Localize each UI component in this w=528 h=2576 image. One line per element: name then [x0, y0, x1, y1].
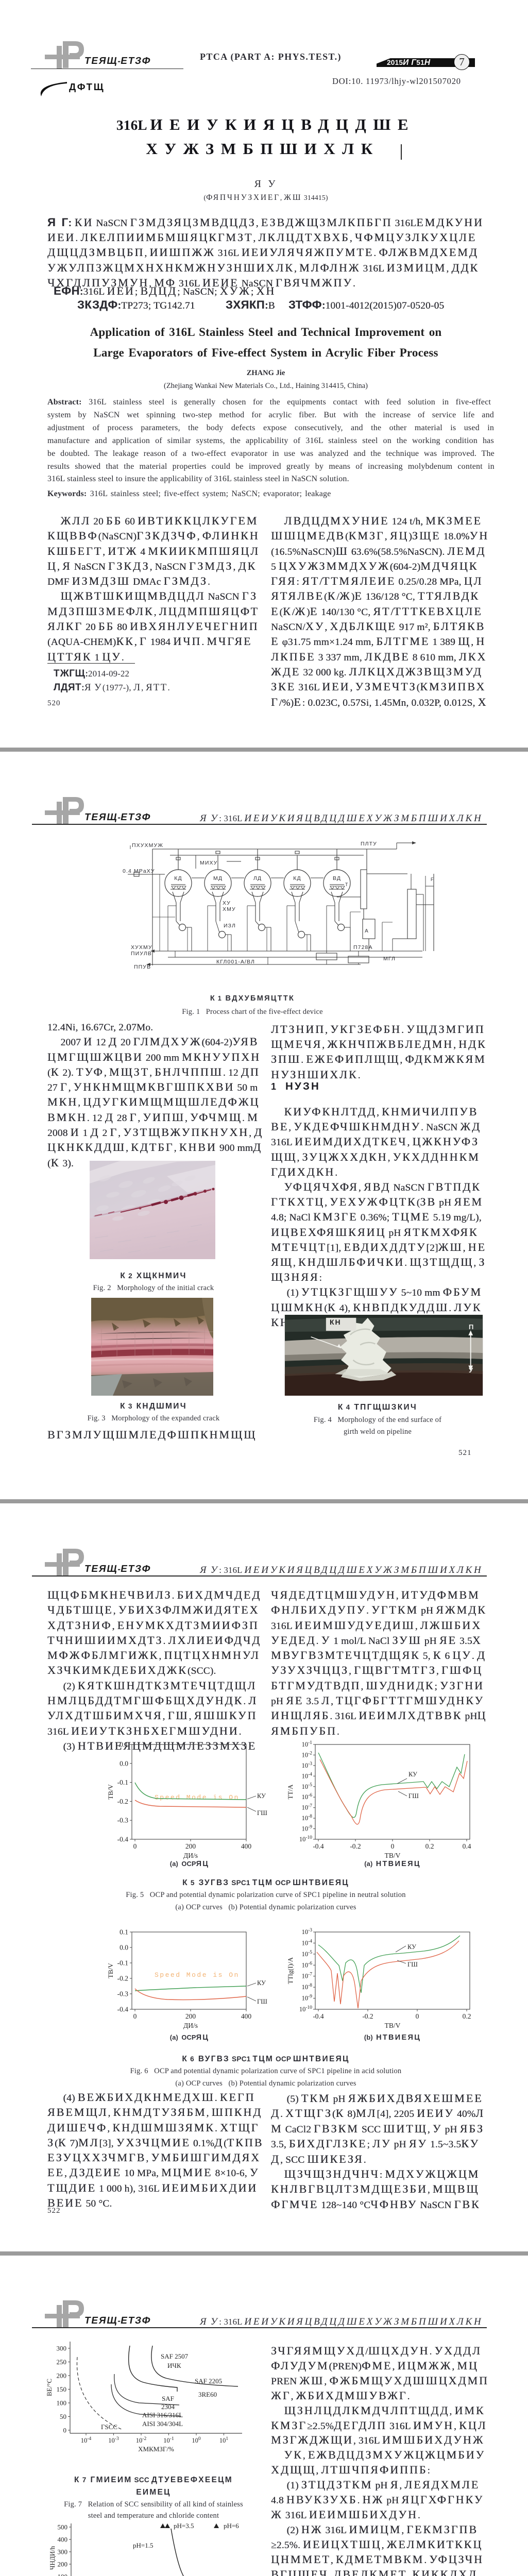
svg-text:100: 100 — [58, 2573, 68, 2576]
svg-text:-0.2: -0.2 — [117, 1798, 128, 1805]
svg-text:0.1: 0.1 — [120, 1741, 128, 1749]
svg-text:МИХУ: МИХУ — [200, 860, 217, 866]
svg-text:ГШ: ГШ — [408, 1792, 419, 1800]
svg-text:ИЗЛ: ИЗЛ — [224, 923, 236, 929]
svg-text:0.0: 0.0 — [120, 1759, 128, 1767]
svg-text:F: F — [431, 877, 434, 882]
svg-text:ТВ/V: ТВ/V — [385, 2022, 401, 2029]
svg-text:ТТlg(I)/A: ТТlg(I)/A — [286, 1957, 294, 1984]
svg-text:ТТ/A: ТТ/A — [286, 1784, 294, 1799]
svg-text:0: 0 — [133, 2012, 137, 2020]
svg-text:ПХУХМУЖ: ПХУХМУЖ — [132, 842, 163, 849]
svg-text:300: 300 — [57, 2345, 67, 2352]
svg-text:МД: МД — [213, 875, 223, 882]
svg-text:SAF 2507: SAF 2507 — [161, 2352, 189, 2360]
svg-text:400: 400 — [241, 1842, 252, 1850]
svg-text:ППУВ: ППУВ — [134, 964, 151, 970]
svg-text:AISI 304/304L: AISI 304/304L — [142, 2420, 183, 2428]
svg-text:-0.1: -0.1 — [117, 1778, 128, 1786]
svg-text:-0.1: -0.1 — [117, 1959, 128, 1967]
svg-text:-0.3: -0.3 — [117, 1817, 129, 1824]
svg-text:2304: 2304 — [161, 2403, 175, 2411]
svg-text:0.2: 0.2 — [463, 2012, 471, 2020]
svg-text:ПИУЛВ: ПИУЛВ — [131, 951, 152, 957]
svg-text:ХУ: ХУ — [223, 900, 231, 906]
svg-text:ХМКМЗГ/%: ХМКМЗГ/% — [138, 2445, 174, 2453]
svg-text:pH=3.5: pH=3.5 — [174, 2522, 194, 2530]
svg-text:ХМУ: ХМУ — [223, 906, 236, 912]
svg-text:ГШ: ГШ — [257, 1998, 267, 2005]
svg-text:AISI 316/316L: AISI 316/316L — [142, 2411, 183, 2419]
svg-text:ЧНДИ/h: ЧНДИ/h — [48, 2546, 56, 2570]
svg-text:-0.2: -0.2 — [362, 2012, 373, 2020]
svg-text:ВД: ВД — [333, 875, 341, 882]
svg-text:ИЧК: ИЧК — [167, 2362, 181, 2369]
svg-text:pH=6: pH=6 — [224, 2522, 239, 2530]
svg-text:-0.4: -0.4 — [313, 1842, 324, 1850]
svg-text:0.0: 0.0 — [120, 1944, 128, 1952]
svg-text:ДИ/s: ДИ/s — [183, 1852, 198, 1859]
svg-text:-0.2: -0.2 — [350, 1842, 361, 1850]
svg-text:ГШ: ГШ — [407, 1961, 418, 1968]
svg-text:-0.4: -0.4 — [117, 1836, 129, 1843]
svg-text:250: 250 — [57, 2358, 67, 2366]
svg-text:A: A — [365, 928, 369, 934]
svg-text:100: 100 — [57, 2399, 67, 2407]
svg-text:SAF 2205: SAF 2205 — [195, 2377, 222, 2385]
svg-text:0: 0 — [133, 1842, 137, 1850]
svg-text:КУ: КУ — [257, 1979, 266, 1987]
svg-text:-0.2: -0.2 — [117, 1975, 128, 1982]
svg-text:300: 300 — [58, 2548, 68, 2556]
svg-text:Speed Mode is On: Speed Mode is On — [155, 1971, 240, 1979]
svg-text:КУ: КУ — [407, 1943, 416, 1951]
svg-text:ВЕ/°C: ВЕ/°C — [45, 2379, 53, 2396]
svg-text:ГШ: ГШ — [257, 1809, 267, 1817]
svg-text:0.4 MPaХУ: 0.4 MPaХУ — [123, 868, 155, 874]
svg-text:200: 200 — [185, 1842, 196, 1850]
svg-text:50: 50 — [60, 2413, 66, 2420]
svg-text:0.4: 0.4 — [463, 1842, 471, 1850]
svg-text:500: 500 — [58, 2523, 68, 2531]
svg-text:0.1: 0.1 — [120, 1928, 128, 1936]
svg-text:400: 400 — [241, 2012, 252, 2020]
svg-text:ЛД: ЛД — [253, 875, 262, 882]
svg-text:pH=1.5: pH=1.5 — [133, 2541, 153, 2549]
svg-text:0: 0 — [391, 1842, 395, 1850]
svg-text:SAF: SAF — [162, 2395, 174, 2402]
svg-text:ТВ/V: ТВ/V — [107, 1963, 114, 1978]
svg-text:-0.4: -0.4 — [117, 2006, 129, 2013]
svg-text:3RE60: 3RE60 — [198, 2391, 217, 2398]
svg-text:КУ: КУ — [257, 1792, 266, 1800]
svg-text:ТВ/V: ТВ/V — [385, 1852, 401, 1859]
svg-text:МГЛ: МГЛ — [383, 956, 396, 962]
svg-text:0.2: 0.2 — [425, 1842, 434, 1850]
svg-text:0: 0 — [416, 2012, 419, 2020]
svg-text:400: 400 — [58, 2536, 68, 2544]
svg-text:ПЛТУ: ПЛТУ — [361, 841, 377, 847]
svg-text:ХУХМУ: ХУХМУ — [131, 944, 152, 951]
svg-text:КД: КД — [174, 875, 182, 882]
svg-text:КУ: КУ — [408, 1771, 417, 1778]
svg-text:200: 200 — [57, 2372, 67, 2380]
svg-text:150: 150 — [57, 2385, 67, 2393]
svg-text:T: T — [345, 882, 349, 887]
svg-text:-0.3: -0.3 — [117, 1990, 129, 1998]
svg-text:200: 200 — [185, 2012, 196, 2020]
svg-text:П728A: П728A — [353, 944, 373, 951]
svg-text:200: 200 — [58, 2561, 68, 2568]
svg-text:-0.4: -0.4 — [313, 2012, 324, 2020]
svg-text:ДИ/s: ДИ/s — [183, 2022, 198, 2029]
svg-text:0: 0 — [63, 2427, 67, 2434]
svg-text:КГЛ001-A/BЛ: КГЛ001-A/BЛ — [216, 959, 255, 965]
svg-text:КД: КД — [293, 875, 301, 882]
svg-text:ТВ/V: ТВ/V — [107, 1784, 114, 1800]
svg-text:ГSCC: ГSCC — [101, 2423, 117, 2431]
